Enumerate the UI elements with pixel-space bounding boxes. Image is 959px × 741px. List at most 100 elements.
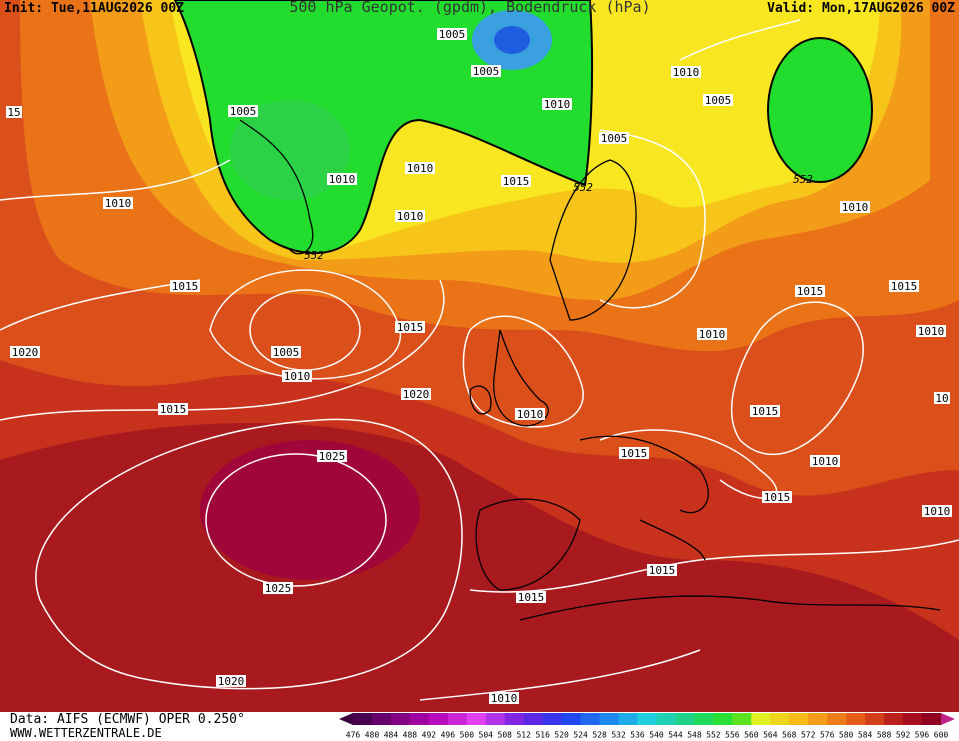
colorbar-label: 600 [934,731,949,740]
isobar-label: 1005 [439,28,466,41]
colorbar-label: 532 [611,731,626,740]
contour-label: 552 [793,173,813,186]
isobar-label: 1020 [403,388,430,401]
isobar-label: 1010 [284,370,311,383]
colorbar-label: 492 [422,731,437,740]
colorbar-swatch [675,713,695,725]
isobar-label-bg [401,388,431,400]
isobar-label: 1025 [265,582,292,595]
isobar-label: 1020 [218,675,245,688]
colorbar-label: 556 [725,731,740,740]
colorbar-swatch [353,713,373,725]
colorbar-label: 576 [820,731,835,740]
low-core [230,100,350,200]
isobar-label-bg [922,505,952,517]
isobar-label: 1015 [797,285,824,298]
isobar-label: 1020 [12,346,39,359]
isobar-label: 1010 [918,325,945,338]
isobar-label-bg [405,162,435,174]
low-core [494,26,530,54]
isobar-label: 1010 [699,328,726,341]
isobar-label-bg [282,370,312,382]
colorbar-swatch [922,713,942,725]
colorbar-label: 592 [896,731,911,740]
colorbar-swatch [846,713,866,725]
isobar-label-bg [934,392,950,404]
isobar-label: 1010 [842,201,869,214]
colorbar-swatch [694,713,714,725]
isobar-label-bg [317,450,347,462]
isobar-label-bg [271,346,301,358]
isobar-label: 1015 [649,564,676,577]
isobar-label-bg [228,105,258,117]
isobar-label: 1015 [160,403,187,416]
colorbar-label: 548 [687,731,702,740]
isobar-label-bg [216,675,246,687]
colorbar-swatch [599,713,620,725]
colorbar-swatch [542,713,563,725]
colorbar-label: 544 [668,731,683,740]
isobar-label-bg [697,328,727,340]
isobar-label-bg [395,321,425,333]
website: WWW.WETTERZENTRALE.DE [10,726,162,740]
colorbar-swatch [523,713,544,725]
colorbar-swatch [485,713,506,725]
isobar-label-bg [170,280,200,292]
isobar-label-bg [515,408,545,420]
colorbar-swatch [371,713,392,725]
colorbar-label: 572 [801,731,816,740]
isobar-label-bg [10,346,40,358]
colorbar-label: 584 [858,731,873,740]
isobar-label-bg [542,98,572,110]
isobar-label-bg [703,94,733,106]
colorbar-label: 596 [915,731,930,740]
isobar-label: 1005 [273,346,300,359]
colorbar: 476 480 484 488 492 496 500 504 508 512 516 520 524 5… [339,713,955,740]
colorbar-swatch [865,713,885,725]
colorbar-swatch [808,713,828,725]
colorbar-label: 480 [365,731,380,740]
colorbar-swatch [390,713,411,725]
colorbar-label: 488 [403,731,418,740]
colorbar-swatch [409,713,430,725]
colorbar-label: 568 [782,731,797,740]
colorbar-label: 508 [498,731,513,740]
isobar-label: 1015 [397,321,424,334]
isobar-label-bg [327,173,357,185]
isobar-label-bg [395,210,425,222]
isobar-label: 1025 [319,450,346,463]
colorbar-label: 512 [516,731,531,740]
isobar-label-bg [795,285,825,297]
colorbar-label: 588 [877,731,892,740]
colorbar-label: 528 [592,731,607,740]
init-time: Init: Tue,11AUG2026 00Z [4,1,184,16]
isobar-label: 1010 [517,408,544,421]
isobar-label: 1010 [673,66,700,79]
colorbar-label: 564 [763,731,778,740]
isobar-label-bg [501,175,531,187]
contour-label: 552 [304,249,324,262]
isobar-label-bg [619,447,649,459]
isobar-label-bg [916,325,946,337]
colorbar-swatch [447,713,468,725]
colorbar-swatch [732,713,752,725]
isobar-label-bg [750,405,780,417]
isobar-label: 1010 [105,197,132,210]
contour-labels: 552 552 552 [304,173,813,262]
isobar-label: 15 [7,106,20,119]
colorbar-swatch [656,713,676,725]
data-source: Data: AIFS (ECMWF) OPER 0.250° [10,712,245,727]
colorbar-label: 580 [839,731,854,740]
colorbar-swatch [466,713,487,725]
colorbar-swatch [561,713,582,725]
valid-time: Valid: Mon,17AUG2026 00Z [767,1,955,16]
isobar-label: 1005 [705,94,732,107]
map-title: 500 hPa Geopot. (gpdm), Bodendruck (hPa) [289,0,650,16]
colorbar-arrow [339,713,353,725]
colorbar-swatch [637,713,657,725]
isobar-label-bg [6,106,22,118]
colorbar-label: 540 [649,731,664,740]
isobar-label: 1010 [544,98,571,111]
